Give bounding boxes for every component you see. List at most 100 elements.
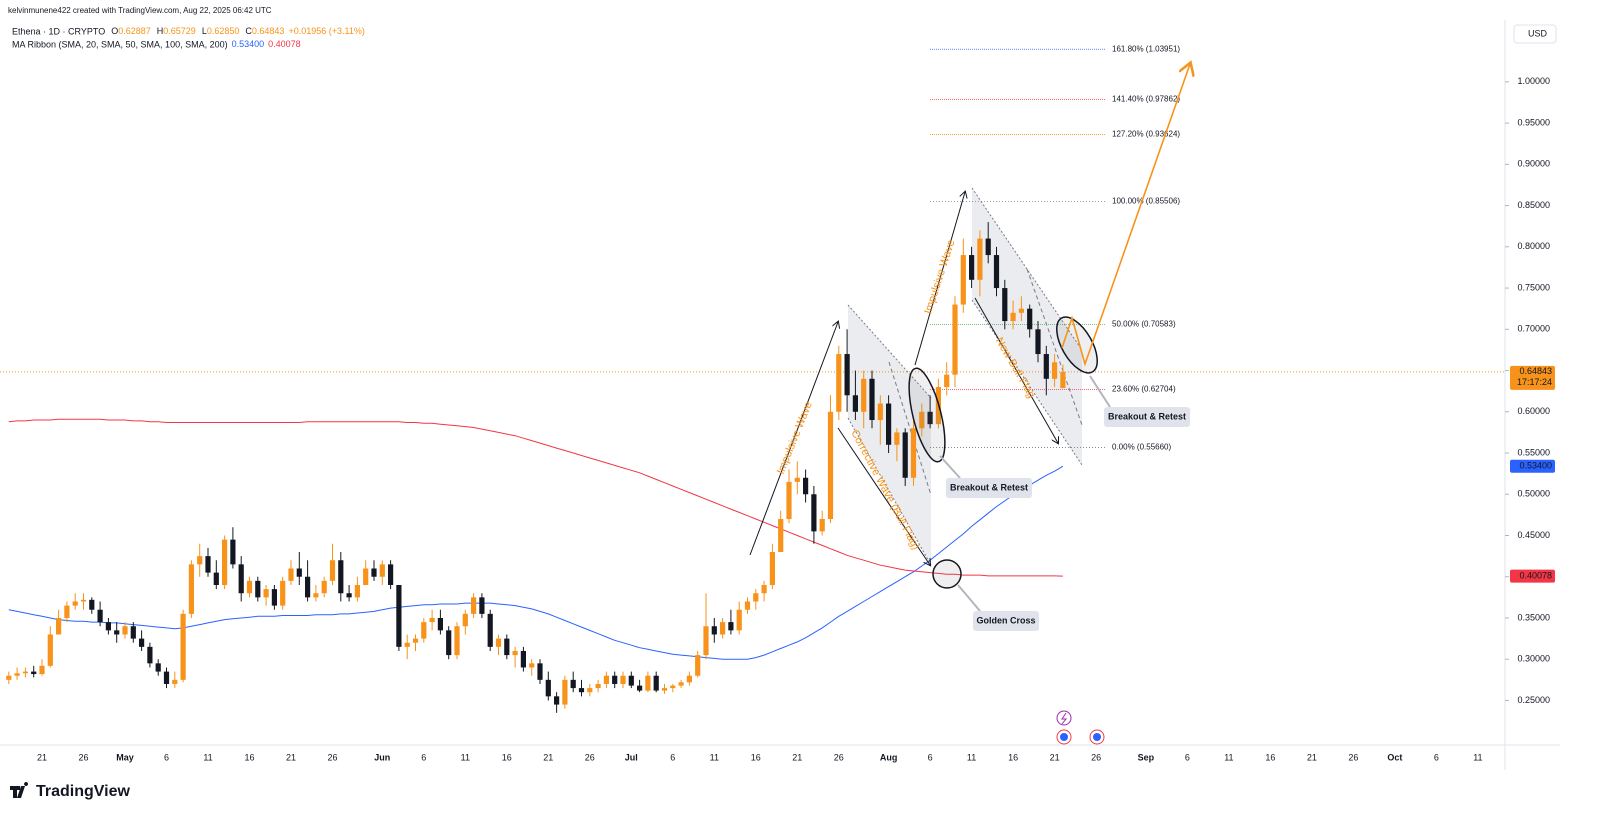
fib-label: 141.40% (0.97862)	[1112, 95, 1180, 104]
price-badge-countdown: 17:17:24	[1517, 377, 1552, 387]
channel-edge	[847, 417, 932, 566]
candle-body	[960, 255, 966, 305]
callout-box	[973, 611, 1039, 631]
x-tick-label: Jul	[625, 752, 638, 762]
price-badge	[1510, 569, 1555, 583]
candle-body	[487, 613, 493, 647]
candle-body	[803, 477, 809, 495]
candle-body	[753, 593, 759, 602]
candle-body	[869, 378, 875, 421]
wave-arrow	[837, 427, 930, 565]
indicator-value: 0.40078	[268, 39, 301, 49]
ohlc-key: L	[202, 26, 207, 36]
candle-body	[230, 539, 236, 565]
x-tick-label: 26	[1348, 752, 1358, 762]
candle-body	[910, 428, 917, 478]
candle-body	[537, 663, 543, 680]
candle-body	[678, 682, 684, 686]
candle-body	[637, 685, 643, 691]
candle-body	[462, 613, 468, 627]
callout-text: Breakout & Retest	[950, 482, 1028, 492]
callout-pointer	[939, 455, 961, 479]
candle-body	[944, 374, 950, 388]
candle-body	[952, 304, 958, 375]
x-tick-label: 26	[585, 752, 595, 762]
candle-body	[188, 564, 194, 614]
candle-body	[246, 580, 253, 594]
candle-body	[139, 638, 145, 647]
breakout-ellipse	[908, 367, 946, 463]
candle-body	[271, 589, 277, 606]
candle-body	[1027, 308, 1033, 330]
y-tick-label: 0.90000	[1517, 159, 1550, 169]
channel-mid	[888, 361, 932, 496]
candle-body	[520, 650, 526, 668]
candle-body	[72, 601, 78, 606]
x-tick-label: Aug	[880, 752, 898, 762]
candle-body	[819, 519, 825, 532]
x-tick-label: 16	[502, 752, 512, 762]
x-tick-label: 11	[1473, 752, 1482, 762]
candle-body	[993, 255, 1000, 289]
x-tick-label: 26	[834, 752, 844, 762]
logo-text: TradingView	[36, 783, 131, 800]
candle-body	[612, 675, 618, 684]
candle-body	[163, 671, 170, 684]
y-tick-label: 0.70000	[1517, 324, 1550, 334]
fib-label: 0.00% (0.55660)	[1112, 443, 1171, 452]
candle-body	[97, 609, 103, 623]
y-tick-label: 1.00000	[1517, 76, 1550, 86]
candle-body	[39, 665, 45, 675]
candle-body	[14, 673, 20, 676]
candle-body	[703, 626, 709, 656]
candle-body	[354, 584, 360, 598]
candle-body	[919, 411, 925, 429]
currency-box[interactable]	[1513, 24, 1557, 44]
x-tick-label: 6	[1185, 752, 1190, 762]
candle-body	[454, 626, 460, 656]
x-tick-label: 21	[792, 752, 802, 762]
channel-edge	[971, 299, 1083, 466]
candle-body	[495, 638, 502, 647]
candle-body	[744, 601, 751, 610]
moving-average	[8, 418, 1063, 577]
y-tick-label: 0.25000	[1517, 695, 1550, 705]
candle-body	[471, 597, 477, 614]
candle-body	[1018, 308, 1024, 313]
candle-body	[329, 560, 336, 581]
candle-body	[263, 589, 269, 598]
candle-body	[172, 679, 178, 684]
x-tick-label: 16	[244, 752, 254, 762]
candle-body	[130, 626, 136, 639]
fib-label: 161.80% (1.03951)	[1112, 44, 1180, 53]
y-tick-label: 0.50000	[1517, 489, 1550, 499]
ohlc-value: 0.62850	[207, 26, 240, 36]
candle-body	[761, 584, 767, 594]
candle-body	[1002, 288, 1008, 322]
candle-body	[985, 238, 991, 256]
x-tick-label: 6	[164, 752, 169, 762]
candle-body	[886, 403, 892, 445]
x-tick-label: 16	[751, 752, 761, 762]
candle-body	[80, 599, 87, 602]
y-tick-label: 0.55000	[1517, 447, 1550, 457]
candle-body	[479, 597, 485, 614]
candle-body	[105, 622, 111, 631]
candle-body	[852, 395, 858, 412]
candle-body	[296, 568, 302, 577]
ohlc-key: H	[157, 26, 164, 36]
candle-body	[877, 403, 883, 421]
drawings-over	[749, 64, 1190, 745]
candle-body	[31, 671, 37, 675]
candle-body	[620, 675, 626, 684]
candle-body	[645, 675, 651, 691]
candle-body	[587, 688, 593, 693]
event-icon	[1056, 710, 1072, 726]
callout-pointer	[957, 584, 981, 612]
wave-arrow	[749, 322, 838, 556]
candle-body	[778, 519, 784, 552]
indicator-value: 0.53400	[232, 39, 265, 49]
